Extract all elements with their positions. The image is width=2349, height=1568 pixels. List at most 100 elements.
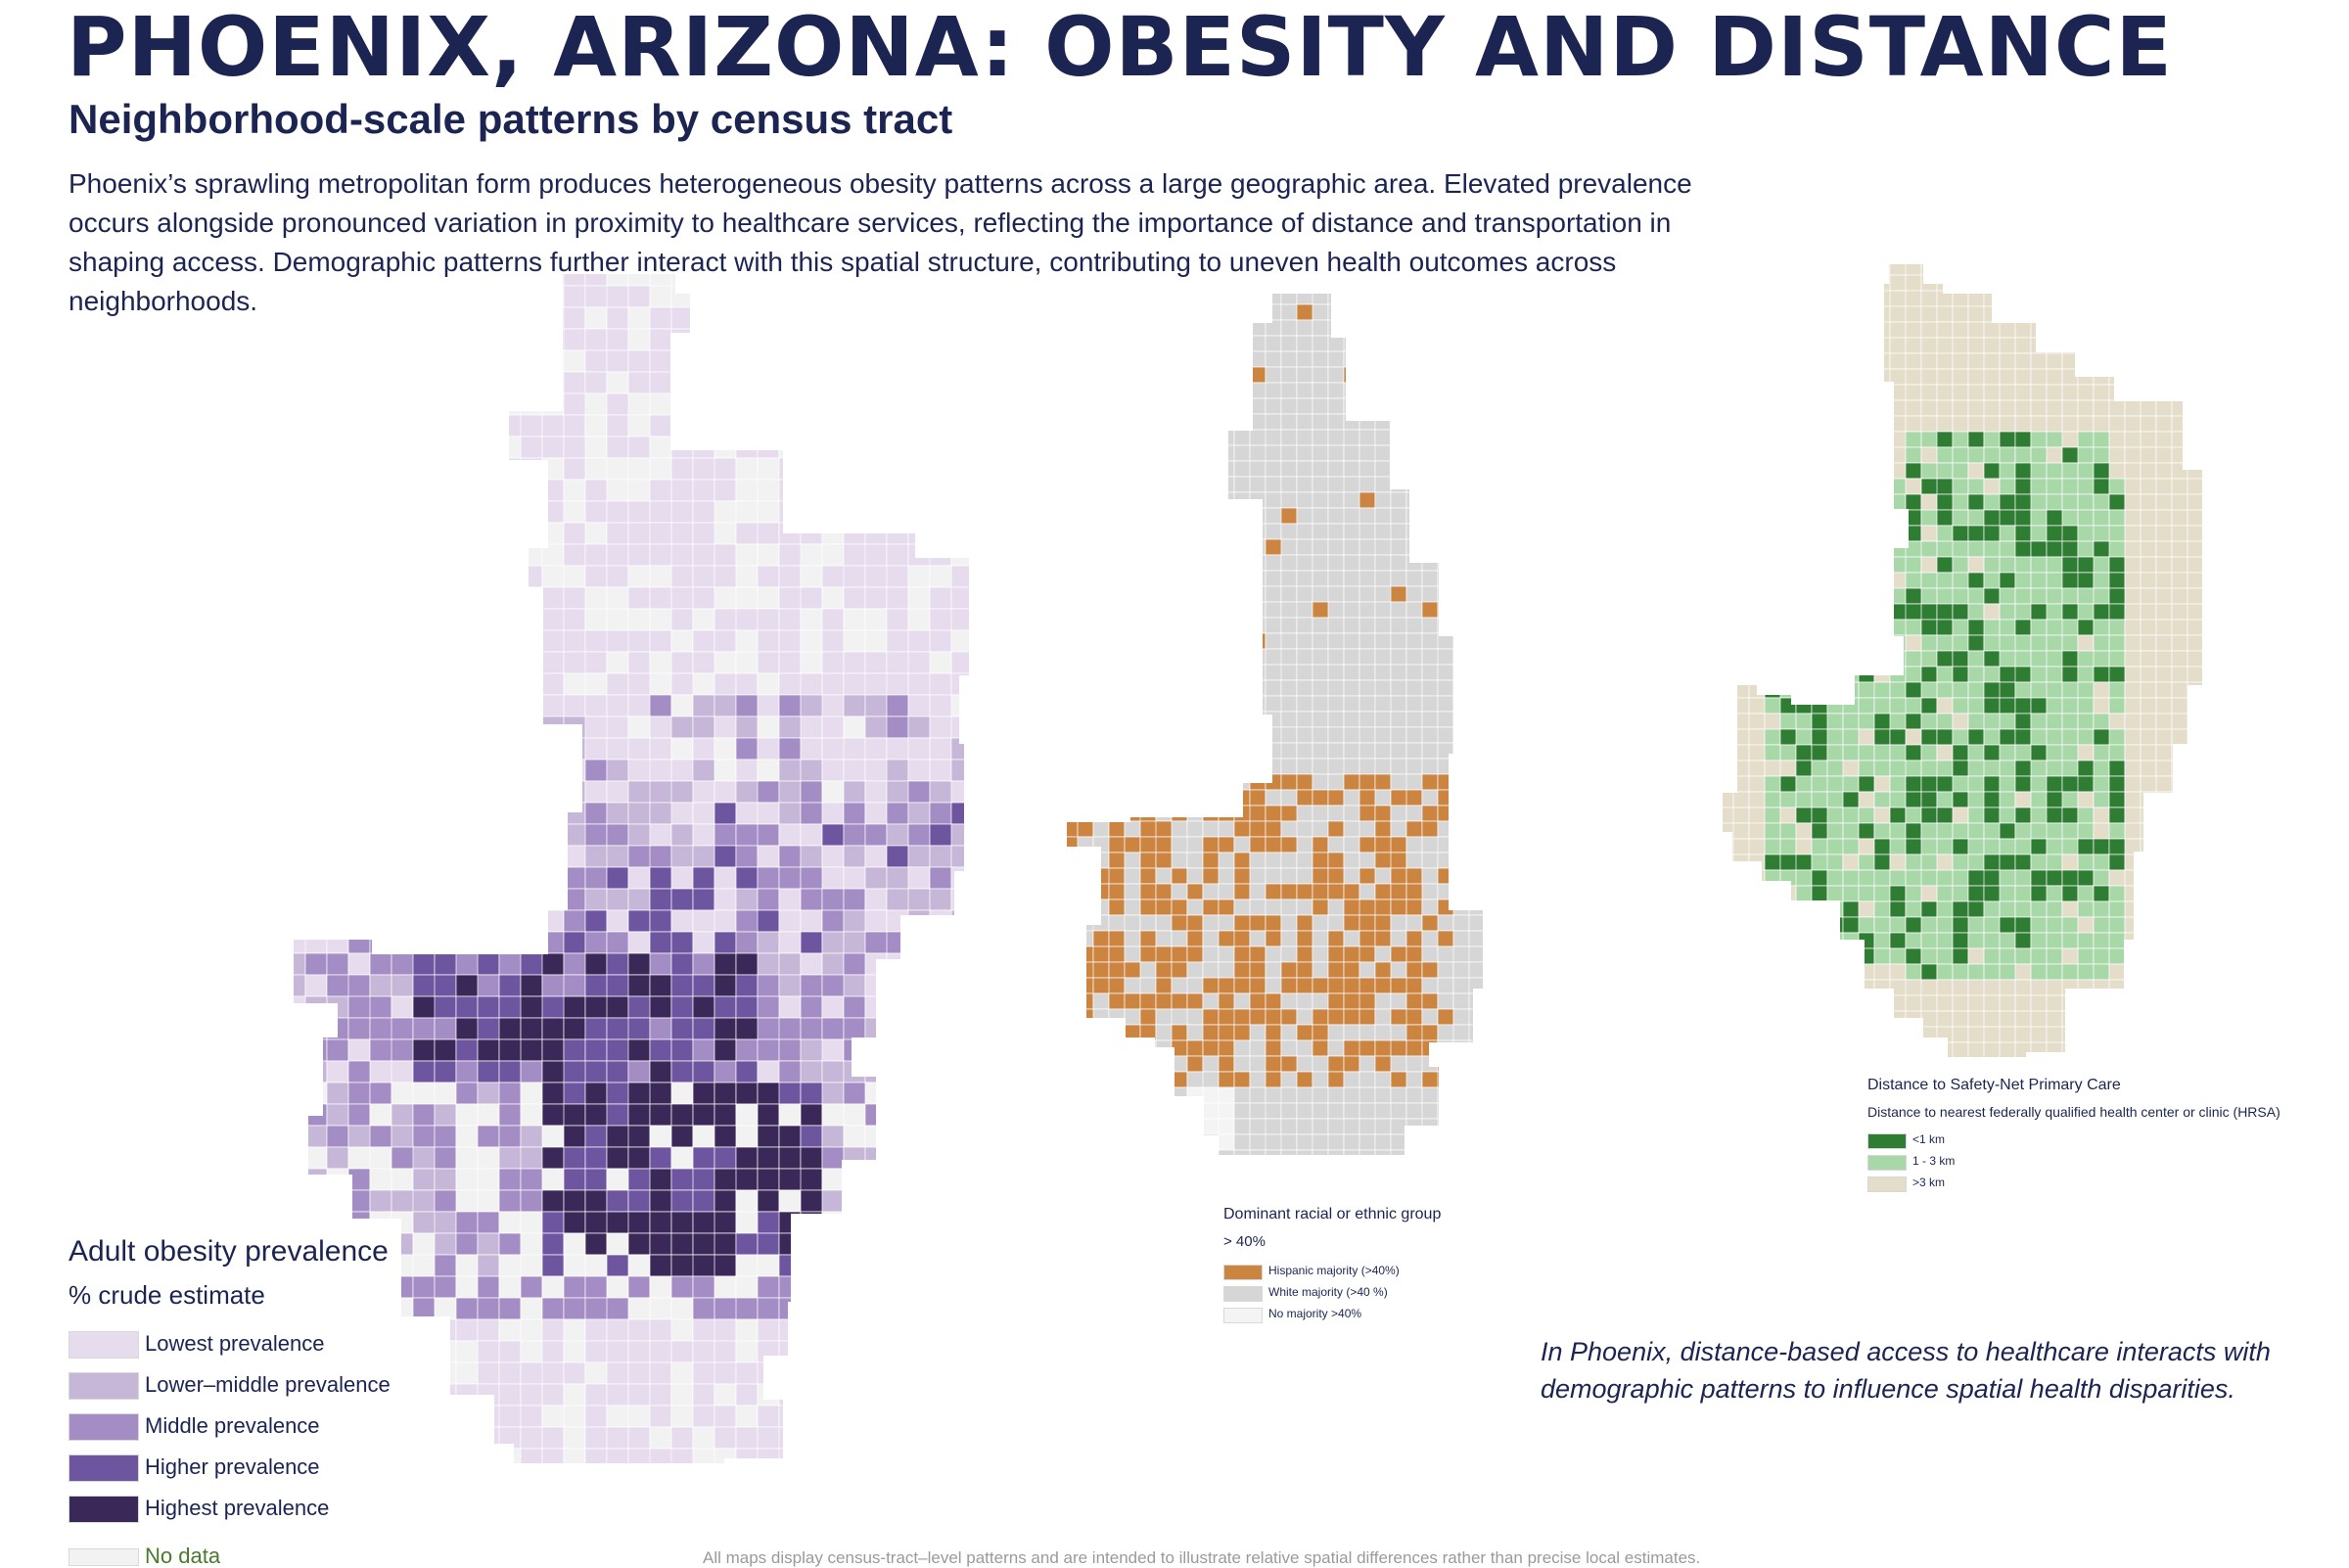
census-tract bbox=[1452, 1071, 1470, 1088]
census-tract bbox=[1265, 930, 1282, 947]
census-tract bbox=[1983, 399, 2001, 417]
census-tract bbox=[391, 737, 414, 761]
census-tract bbox=[326, 1318, 371, 1342]
census-tract bbox=[2140, 525, 2157, 542]
census-tract bbox=[757, 1405, 780, 1428]
census-tract bbox=[520, 823, 565, 847]
census-tract bbox=[1374, 554, 1392, 572]
census-tract bbox=[1186, 350, 1204, 368]
census-tract bbox=[304, 479, 349, 502]
census-tract bbox=[1327, 930, 1345, 947]
census-tract bbox=[2014, 556, 2032, 574]
census-tract bbox=[541, 737, 565, 761]
census-tract bbox=[584, 694, 608, 717]
census-tract bbox=[520, 543, 543, 567]
census-tract bbox=[1905, 1010, 1922, 1028]
census-tract bbox=[1067, 617, 1094, 634]
census-tract bbox=[369, 759, 392, 782]
census-tract bbox=[563, 1189, 586, 1213]
census-tract bbox=[1999, 462, 2016, 480]
census-tract bbox=[1327, 1008, 1345, 1026]
census-tract bbox=[563, 1168, 586, 1191]
census-tract bbox=[670, 888, 694, 911]
census-tract bbox=[1296, 335, 1313, 352]
census-tract bbox=[2030, 760, 2048, 777]
census-tract bbox=[1779, 587, 1797, 605]
census-tract bbox=[1764, 525, 1781, 542]
census-tract bbox=[2155, 1010, 2188, 1028]
census-tract bbox=[1920, 885, 1938, 902]
census-tract bbox=[2046, 446, 2063, 464]
census-tract bbox=[347, 802, 371, 825]
census-tract bbox=[2187, 1010, 2202, 1028]
census-tract bbox=[1077, 350, 1094, 368]
census-tract bbox=[1485, 508, 1516, 524]
census-tract bbox=[563, 479, 586, 502]
census-tract bbox=[498, 1318, 522, 1342]
census-tract bbox=[950, 1232, 969, 1256]
census-tract bbox=[1296, 867, 1313, 885]
census-tract bbox=[1936, 290, 1954, 307]
census-tract bbox=[1967, 290, 1985, 307]
census-tract bbox=[1390, 695, 1407, 713]
census-tract bbox=[1452, 319, 1483, 337]
census-tract bbox=[606, 608, 629, 631]
census-tract bbox=[1171, 867, 1188, 885]
census-tract bbox=[714, 845, 737, 868]
census-tract bbox=[477, 866, 500, 890]
census-tract bbox=[434, 845, 479, 868]
census-tract bbox=[1139, 1071, 1157, 1088]
census-tract bbox=[1359, 554, 1376, 572]
census-tract bbox=[1748, 947, 1766, 965]
census-tract bbox=[1077, 679, 1094, 697]
census-tract bbox=[1764, 352, 1781, 370]
census-tract bbox=[907, 1146, 931, 1170]
census-tract bbox=[1764, 900, 1781, 918]
census-tract bbox=[369, 823, 392, 847]
census-tract bbox=[2014, 305, 2048, 323]
census-tract bbox=[735, 1146, 759, 1170]
census-tract bbox=[1233, 648, 1251, 666]
census-tract bbox=[2140, 807, 2157, 824]
census-tract bbox=[649, 952, 672, 976]
census-tract bbox=[1124, 820, 1141, 838]
census-tract bbox=[1795, 337, 1813, 354]
census-tract bbox=[434, 522, 457, 545]
census-tract bbox=[1171, 491, 1188, 509]
census-tract bbox=[1343, 664, 1360, 681]
census-tract bbox=[1265, 335, 1282, 352]
census-tract bbox=[563, 608, 586, 631]
census-tract bbox=[1390, 350, 1407, 368]
census-tract bbox=[2061, 290, 2095, 307]
census-tract bbox=[369, 1211, 392, 1234]
census-tract bbox=[1155, 476, 1173, 493]
census-tract bbox=[326, 371, 349, 394]
census-tract bbox=[2203, 745, 2234, 761]
census-tract bbox=[2014, 775, 2032, 793]
census-tract bbox=[2014, 446, 2032, 464]
census-tract bbox=[1920, 963, 1938, 981]
census-tract bbox=[412, 651, 436, 674]
census-tract bbox=[1390, 867, 1407, 885]
census-tract bbox=[2093, 264, 2126, 276]
census-tract bbox=[1811, 681, 1828, 699]
census-tract bbox=[778, 479, 823, 502]
census-tract bbox=[520, 500, 543, 524]
census-tract bbox=[843, 371, 866, 394]
census-tract bbox=[1920, 634, 1938, 652]
census-tract bbox=[1795, 540, 1813, 558]
census-tract bbox=[1764, 264, 1797, 276]
census-tract bbox=[1067, 1024, 1079, 1041]
census-tract bbox=[1858, 415, 1875, 433]
census-tract bbox=[1452, 648, 1470, 666]
census-tract bbox=[1233, 1071, 1251, 1088]
census-tract bbox=[541, 1232, 565, 1256]
census-tract bbox=[1936, 274, 1954, 292]
census-tract bbox=[714, 995, 737, 1019]
census-tract bbox=[1108, 397, 1126, 415]
census-tract bbox=[347, 1254, 371, 1277]
census-tract bbox=[821, 802, 845, 825]
census-tract bbox=[455, 1383, 479, 1407]
census-tract bbox=[907, 1211, 931, 1234]
census-tract bbox=[2061, 619, 2079, 636]
